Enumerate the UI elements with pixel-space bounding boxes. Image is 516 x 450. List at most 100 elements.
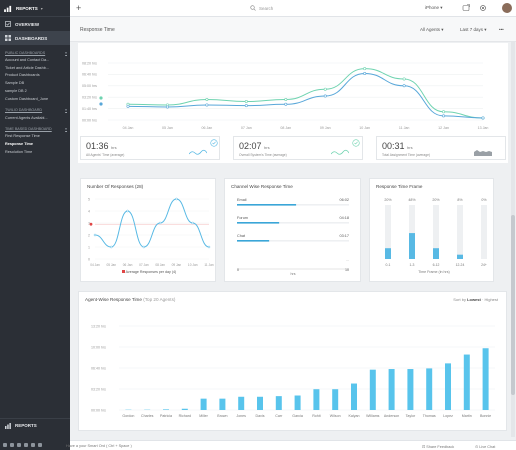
section-title: TWILIO DASHBOARD xyxy=(5,108,43,113)
x-tick-label: 09 Jan xyxy=(320,126,331,130)
channel-name: Forum xyxy=(237,216,248,220)
sort-highest-link[interactable]: Highest xyxy=(484,297,498,302)
panel-title: Response Time Frame xyxy=(376,184,423,189)
device-selector[interactable]: iPhone ▾ xyxy=(425,5,443,10)
data-point xyxy=(110,245,113,249)
sidebar-link[interactable]: Resolution Time xyxy=(5,150,33,155)
data-point xyxy=(323,87,327,91)
date-range-filter[interactable]: Last 7 days ▾ xyxy=(460,27,487,32)
bar-track xyxy=(385,205,391,259)
y-tick-label: 08:20 hrs xyxy=(82,61,97,65)
sidebar-link[interactable]: First Response Time xyxy=(5,134,40,139)
bar xyxy=(388,369,395,410)
data-point xyxy=(363,67,367,71)
add-button[interactable]: + xyxy=(76,3,82,13)
sidebar-link[interactable]: Custom Dashboard_June xyxy=(5,96,49,101)
search-input[interactable]: Search xyxy=(250,5,273,11)
section-time-based-dashboard[interactable]: TIME BASED DASHBOARD ▾ xyxy=(0,126,70,133)
panel-title: Number Of Responses (28) xyxy=(87,184,144,189)
chat-icon[interactable] xyxy=(10,443,14,447)
data-point xyxy=(481,116,485,120)
sidebar: REPORTS ▾ OVERVIEW DASHBOARDS PUBLIC DAS… xyxy=(0,0,70,450)
stat-card-assignment: 00:31 hrs Total Assignment Time (average… xyxy=(376,136,506,160)
pager-left: 0 xyxy=(237,268,239,272)
sidebar-item-overview[interactable]: OVERVIEW xyxy=(0,17,70,31)
app-header[interactable]: REPORTS ▾ xyxy=(0,0,70,17)
section-title: PUBLIC DASHBOARDS xyxy=(5,50,46,55)
data-point xyxy=(442,110,446,114)
stat-unit: hrs xyxy=(264,145,270,150)
section-public-dashboards[interactable]: PUBLIC DASHBOARDS ▾ xyxy=(0,49,70,56)
chevron-down-icon: ▾ xyxy=(65,108,67,113)
bar xyxy=(200,398,207,410)
sidebar-item-dashboards[interactable]: DASHBOARDS xyxy=(0,31,70,45)
sort-lowest-link[interactable]: Lowest xyxy=(467,297,481,302)
data-point xyxy=(126,209,129,213)
bar xyxy=(445,363,451,410)
bar xyxy=(385,248,391,259)
percent-label: 0% xyxy=(481,198,487,202)
stat-value: 00:31 hrs xyxy=(382,141,413,151)
bar xyxy=(313,389,320,410)
legend-swatch xyxy=(121,270,125,273)
user-icon[interactable] xyxy=(17,443,21,447)
y-tick-label: 06:40 hrs xyxy=(82,73,97,77)
sidebar-link[interactable]: Current Agents Availabl... xyxy=(5,115,48,120)
percent-label: 20% xyxy=(384,198,392,202)
bar-track xyxy=(433,205,439,259)
data-point xyxy=(284,97,288,101)
y-tick-label: 01:40 hrs xyxy=(82,107,97,111)
x-tick-label: Thomas xyxy=(423,414,436,418)
share-feedback-button[interactable]: ⊡ Share Feedback xyxy=(422,445,455,449)
stat-number: 00:31 xyxy=(382,141,405,151)
phone-icon[interactable] xyxy=(31,443,35,447)
sidebar-link-active[interactable]: Response Time xyxy=(5,142,33,147)
x-tick-label: Williams xyxy=(366,414,380,418)
apps-icon[interactable] xyxy=(38,443,42,447)
sidebar-link[interactable]: Account and Contact Da... xyxy=(5,57,50,62)
x-tick-label: Charles xyxy=(141,414,154,418)
x-tick-label: 10 Jan xyxy=(359,126,370,130)
x-tick-label: Richard xyxy=(179,414,191,418)
live-chat-button[interactable]: ⊙ Live Chat xyxy=(475,445,496,449)
x-tick-label: Anderson xyxy=(384,414,399,418)
chevron-down-icon[interactable]: ▾ xyxy=(40,5,43,11)
gear-icon[interactable] xyxy=(479,4,487,12)
pager-unit: hrs xyxy=(291,272,296,276)
check-circle-icon xyxy=(210,139,218,147)
bar-track xyxy=(481,205,487,259)
scrollbar-thumb[interactable] xyxy=(511,215,515,395)
response-time-header: Response Time All Agents ▾ Last 7 days ▾… xyxy=(70,17,516,42)
bar xyxy=(163,409,169,410)
data-point xyxy=(93,233,97,237)
x-tick-label: 07 Jan xyxy=(139,263,149,267)
notification-icon[interactable] xyxy=(462,4,470,12)
x-tick-label: Gordon xyxy=(122,414,134,418)
more-options-icon[interactable]: ••• xyxy=(499,27,504,32)
section-twilio-dashboard[interactable]: TWILIO DASHBOARD ▾ xyxy=(0,107,70,114)
sidebar-link[interactable]: Product Dashboards xyxy=(5,73,40,78)
settings-icon[interactable] xyxy=(3,443,7,447)
x-tick-label: 24+ xyxy=(481,263,487,267)
axis-label: Time Frame (in hrs) xyxy=(418,270,449,274)
footer-toolbar xyxy=(0,440,70,450)
smart-order-prompt[interactable]: Have a your Smart Ord ( Ctrl + Space ) xyxy=(66,444,132,448)
responses-chart: 5 4 3 2 1 004 Jan 05 Jan 06 Jan 07 Jan 08 Jan 09 J… xyxy=(88,197,214,267)
area-sparkline-icon xyxy=(474,150,492,156)
data-point xyxy=(207,245,211,249)
timeframe-panel: Response Time Frame 20% 0-1 48% 1-3 20% 6-12 8… xyxy=(369,178,494,282)
bar xyxy=(237,240,270,242)
sidebar-link[interactable]: Sample DB xyxy=(5,81,25,86)
x-tick-label: 13 Jan xyxy=(478,126,489,130)
agents-filter[interactable]: All Agents ▾ xyxy=(420,27,444,32)
sidebar-item-reports[interactable]: REPORTS xyxy=(0,418,70,432)
channel-chart: Email 06:02 Forum 04:18 Chat 03:17... 0 hrs 10 xyxy=(237,198,349,276)
x-tick-label: Lopez xyxy=(443,414,453,418)
avatar[interactable] xyxy=(502,3,512,13)
sidebar-link[interactable]: Ticket and Article Dashb... xyxy=(5,65,49,70)
panel-title: Agent-Wise Response Time (Top 20 Agents) xyxy=(85,297,175,302)
x-tick-label: Garcia xyxy=(292,414,303,418)
sidebar-link[interactable]: sample DB 2 xyxy=(5,89,27,94)
help-icon[interactable] xyxy=(24,443,28,447)
filter-label: Last 7 days xyxy=(460,27,484,32)
